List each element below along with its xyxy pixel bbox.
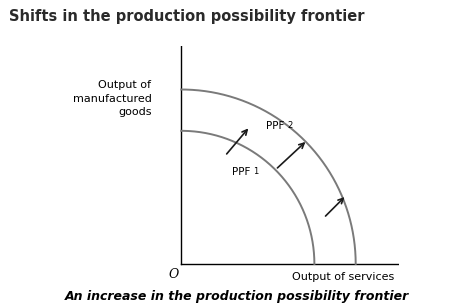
Text: Shifts in the production possibility frontier: Shifts in the production possibility fro… bbox=[9, 9, 365, 24]
Text: Output of
manufactured
goods: Output of manufactured goods bbox=[73, 80, 151, 117]
Text: 2: 2 bbox=[288, 121, 293, 130]
Text: 1: 1 bbox=[253, 166, 258, 176]
Text: PPF: PPF bbox=[232, 167, 250, 177]
Text: O: O bbox=[168, 268, 178, 281]
Text: PPF: PPF bbox=[266, 121, 284, 131]
Text: An increase in the production possibility frontier: An increase in the production possibilit… bbox=[65, 290, 409, 303]
Text: Output of services: Output of services bbox=[292, 271, 395, 282]
